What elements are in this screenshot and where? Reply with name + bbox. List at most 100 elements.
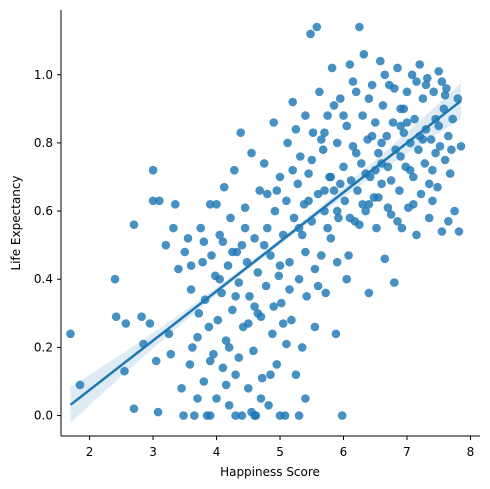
data-point (266, 251, 275, 260)
data-point (196, 223, 205, 233)
data-point (250, 411, 259, 420)
x-tick-label: 8 (467, 445, 475, 459)
data-point (428, 165, 437, 175)
data-point (297, 230, 307, 240)
data-point (390, 278, 399, 287)
data-point (383, 203, 393, 212)
data-point (318, 145, 328, 154)
data-point (289, 213, 299, 223)
data-point (145, 319, 155, 328)
data-point (164, 329, 174, 339)
data-point (253, 268, 263, 277)
data-point (223, 261, 233, 270)
data-point (199, 377, 209, 386)
data-point (291, 125, 301, 134)
data-point (405, 165, 415, 175)
data-point (418, 94, 428, 103)
data-point (317, 135, 326, 144)
data-point (402, 87, 412, 97)
data-point (205, 200, 215, 209)
data-point (234, 278, 244, 287)
data-point (209, 349, 218, 359)
data-point (236, 128, 245, 137)
data-point (250, 302, 259, 311)
data-point (320, 128, 329, 137)
data-point (383, 162, 393, 172)
data-point (428, 196, 437, 206)
data-point (402, 118, 412, 127)
data-point (148, 165, 158, 175)
data-point (287, 315, 296, 325)
data-point (293, 179, 303, 189)
data-point (440, 155, 450, 165)
data-point (75, 380, 85, 390)
data-point (253, 309, 263, 318)
data-point (445, 169, 455, 178)
data-point (326, 172, 336, 182)
x-tick-label: 2 (86, 445, 94, 459)
data-point (355, 220, 364, 229)
data-point (183, 234, 193, 243)
data-point (221, 336, 231, 345)
data-point (249, 346, 258, 356)
data-point (456, 142, 466, 151)
data-point (199, 237, 209, 246)
y-tick-label: 0.4 (34, 272, 53, 286)
data-point (226, 213, 235, 223)
data-point (414, 145, 423, 154)
y-tick-label: 0.6 (34, 204, 53, 218)
data-point (412, 230, 421, 240)
data-point (332, 138, 342, 148)
data-point (231, 292, 240, 301)
data-point (120, 366, 129, 376)
data-point (129, 220, 139, 229)
data-point (329, 101, 339, 110)
data-point (151, 356, 161, 366)
data-point (219, 182, 229, 192)
data-point (429, 87, 439, 97)
data-point (255, 186, 264, 195)
data-point (294, 411, 304, 420)
data-point (424, 179, 434, 189)
data-point (244, 319, 253, 328)
x-tick-label: 6 (340, 445, 348, 459)
data-point (288, 165, 298, 175)
data-point (215, 230, 224, 240)
data-point (186, 285, 196, 294)
regression-line (69, 99, 462, 406)
data-point (205, 356, 215, 366)
data-point (277, 298, 286, 308)
data-point (448, 114, 458, 124)
data-point (371, 118, 380, 127)
data-point (399, 128, 409, 137)
data-point (180, 247, 190, 257)
data-point (234, 353, 244, 362)
data-point (288, 97, 298, 107)
data-point (240, 223, 250, 233)
data-point (393, 63, 402, 73)
data-point (275, 261, 285, 270)
y-tick-label: 0.0 (34, 409, 53, 423)
data-point (336, 179, 345, 189)
data-point (179, 411, 188, 420)
data-point (161, 240, 171, 250)
data-point (374, 193, 383, 202)
y-axis-label: Life Expectancy (9, 175, 23, 270)
data-point (224, 343, 234, 352)
data-point (332, 206, 342, 216)
data-point (378, 101, 388, 110)
data-point (302, 292, 312, 301)
data-point (409, 172, 418, 182)
data-point (263, 189, 272, 199)
data-point (304, 169, 313, 178)
data-point (355, 22, 364, 32)
data-point (153, 407, 163, 417)
x-ticks: 2 3 4 5 6 7 8 (86, 436, 475, 459)
data-point (348, 77, 358, 86)
y-tick-label: 0.2 (34, 340, 53, 354)
data-point (342, 274, 352, 284)
data-point (454, 227, 464, 236)
data-point (396, 121, 405, 131)
data-point (435, 142, 445, 151)
